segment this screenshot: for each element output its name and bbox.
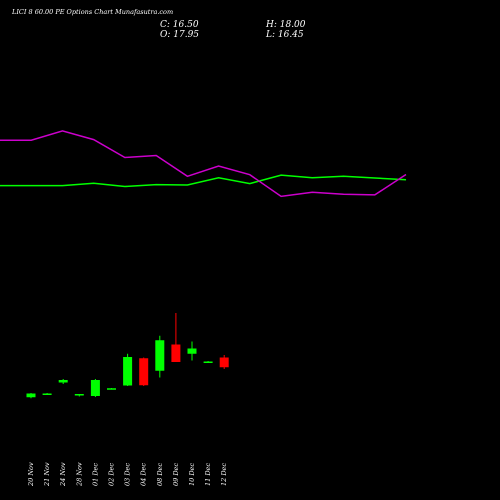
candle	[171, 313, 181, 362]
x-tick-label: 02 Dec	[108, 463, 116, 486]
lower-line	[0, 130, 407, 198]
candle-body	[155, 340, 165, 371]
candle-body	[139, 358, 149, 386]
candle	[219, 355, 229, 369]
candle	[74, 394, 84, 397]
candle-body	[26, 393, 36, 398]
candle	[123, 353, 133, 386]
candle	[187, 341, 197, 361]
candle	[26, 393, 36, 399]
x-tick-label: 28 Nov	[75, 462, 83, 487]
x-tick-label: 01 Dec	[91, 463, 99, 486]
upper-line	[0, 174, 407, 188]
candle-body	[187, 348, 197, 354]
close-value: C: 16.50	[160, 20, 199, 30]
candle-body	[203, 361, 213, 363]
candle	[139, 357, 149, 386]
chart-title: LICI 8 60.00 PE Options Chart Munafasutr…	[12, 8, 174, 16]
candle	[203, 361, 213, 363]
x-tick-label: 12 Dec	[220, 463, 228, 486]
candle	[107, 388, 116, 390]
candle-body	[58, 380, 68, 383]
x-tick-label: 10 Dec	[188, 463, 196, 486]
candles	[26, 313, 229, 399]
indicator-lines	[0, 130, 407, 198]
x-tick-label: 04 Dec	[140, 463, 148, 486]
x-tick-label: 09 Dec	[172, 463, 180, 486]
open-value: O: 17.95	[160, 30, 200, 40]
x-tick-label: 20 Nov	[27, 462, 35, 487]
candle-body	[42, 393, 52, 395]
candle-body	[171, 344, 181, 362]
x-tick-label: 08 Dec	[156, 463, 164, 486]
candle-body	[123, 357, 133, 386]
candle	[90, 379, 100, 397]
x-tick-label: 11 Dec	[204, 463, 212, 486]
candle-body	[74, 394, 84, 396]
candle-body	[107, 388, 116, 390]
x-tick-label: 24 Nov	[59, 462, 67, 487]
candle-body	[219, 357, 229, 368]
x-tick-label: 03 Dec	[124, 463, 132, 486]
high-value: H: 18.00	[266, 20, 306, 30]
low-value: L: 16.45	[266, 30, 304, 40]
x-axis-ticks: 20 Nov 21 Nov 24 Nov 28 Nov 01 Dec 02 Dec 03 D…	[27, 462, 228, 487]
candle-body	[90, 380, 100, 396]
candle	[42, 393, 52, 395]
candle	[58, 379, 68, 384]
candle	[155, 335, 165, 378]
x-tick-label: 21 Nov	[43, 462, 51, 487]
